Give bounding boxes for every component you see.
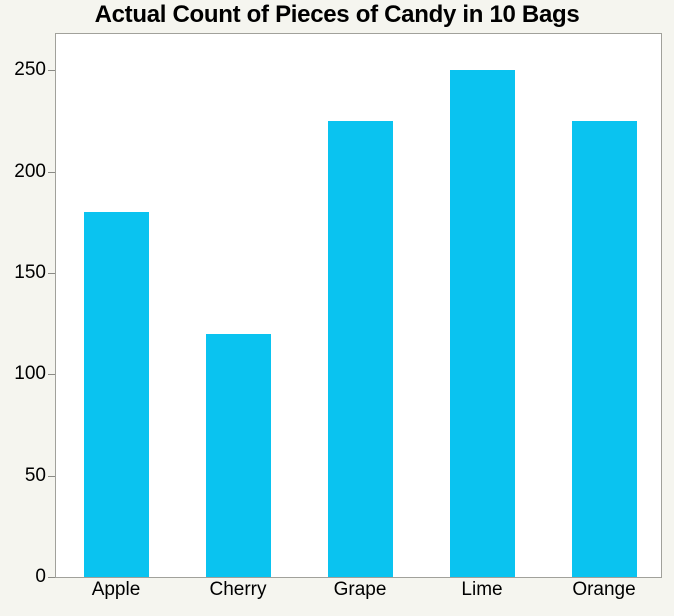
y-tick-mark-150 <box>48 273 55 274</box>
y-tick-mark-200 <box>48 172 55 173</box>
y-tick-label-0: 0 <box>35 566 46 587</box>
y-tick-label-250: 250 <box>14 59 46 80</box>
x-tick-label-orange: Orange <box>572 579 636 600</box>
y-tick-mark-100 <box>48 374 55 375</box>
x-tick-label-lime: Lime <box>461 579 503 600</box>
plot-area <box>55 33 662 578</box>
y-tick-label-200: 200 <box>14 161 46 182</box>
bar-apple <box>83 212 149 577</box>
chart-title: Actual Count of Pieces of Candy in 10 Ba… <box>94 1 580 28</box>
x-tick-label-grape: Grape <box>333 579 387 600</box>
bar-grape <box>327 121 393 577</box>
y-tick-mark-250 <box>48 70 55 71</box>
x-tick-label-apple: Apple <box>91 579 141 600</box>
y-tick-label-150: 150 <box>14 262 46 283</box>
y-tick-label-50: 50 <box>24 465 46 486</box>
y-tick-label-100: 100 <box>14 363 46 384</box>
bar-lime <box>449 70 515 577</box>
bar-cherry <box>205 334 271 577</box>
x-tick-label-cherry: Cherry <box>209 579 267 600</box>
bar-orange <box>571 121 637 577</box>
y-tick-mark-50 <box>48 476 55 477</box>
y-tick-mark-0 <box>48 577 55 578</box>
